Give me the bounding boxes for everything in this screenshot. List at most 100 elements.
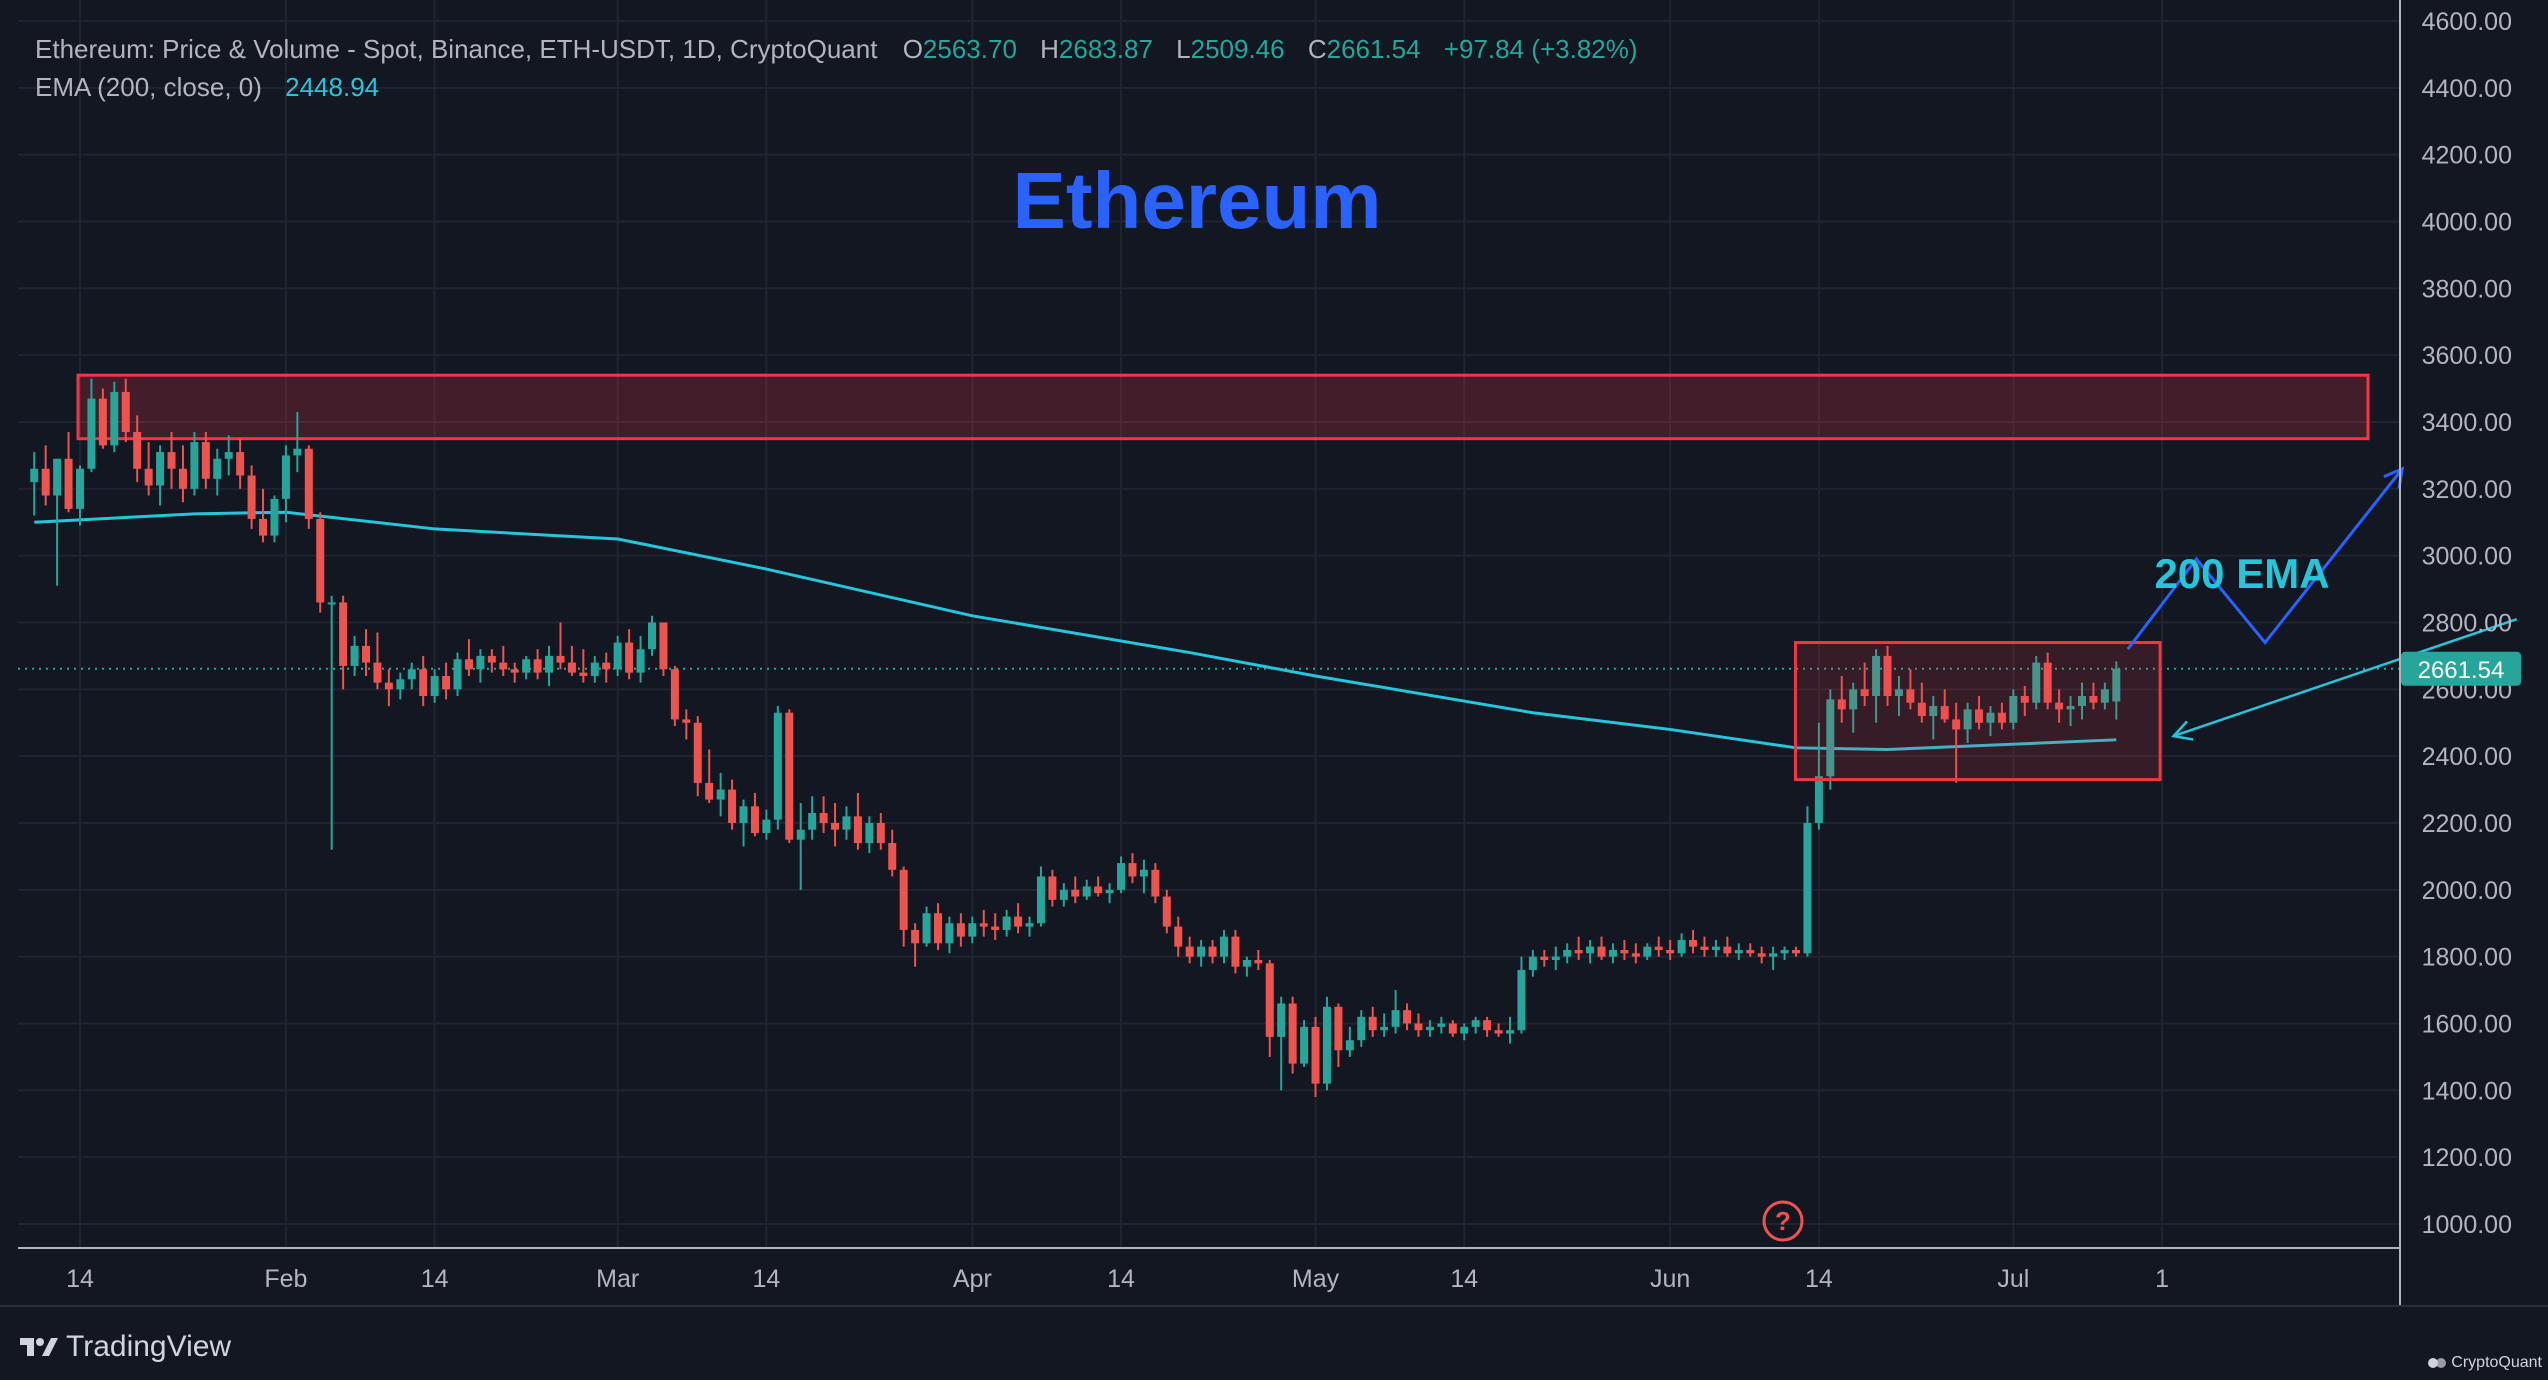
candle-up [1117, 856, 1126, 894]
y-tick-label: 3400.00 [2422, 409, 2512, 437]
cryptoquant-logo-icon [2428, 1358, 2447, 1368]
candle-body [1139, 869, 1148, 877]
candle-down [1254, 949, 1263, 971]
projection-path [2126, 467, 2404, 651]
candle-up [590, 655, 599, 683]
legend-close-label: C [1307, 34, 1327, 64]
y-tick-label: 1600.00 [2422, 1011, 2512, 1039]
x-tick-label: Apr [953, 1265, 992, 1293]
candle-body [567, 662, 576, 673]
candle-down [1757, 946, 1766, 964]
candle-body [384, 682, 393, 690]
candle-body [1574, 949, 1583, 954]
zone-layer [18, 373, 2400, 670]
candle-up [396, 672, 405, 700]
candle-body [1059, 889, 1068, 900]
candle-down [1334, 1003, 1343, 1067]
candle-body [499, 662, 508, 670]
candle-down [1414, 1013, 1423, 1037]
y-tick-label: 2200.00 [2422, 810, 2512, 838]
current-price-label-text: 2661.54 [2418, 657, 2505, 684]
candle-body [2009, 696, 2018, 723]
candle-body [1494, 1030, 1503, 1034]
candle-body [1117, 863, 1126, 890]
candle-down [1723, 936, 1732, 957]
candle-body [1894, 689, 1903, 697]
ema-pointer-arrow [2173, 617, 2518, 738]
candle-down [750, 792, 759, 837]
y-tick-label: 3000.00 [2422, 543, 2512, 571]
candle-up [430, 669, 439, 703]
candle-up [968, 916, 977, 944]
grid-layer [18, 0, 2400, 1248]
candle-up [636, 635, 645, 683]
candle-down [1666, 939, 1675, 961]
candle-body [1300, 1026, 1309, 1064]
current-price-label-bg [2401, 651, 2521, 686]
candle-body [156, 452, 165, 486]
legend-low-label: L [1176, 34, 1191, 64]
candle-down [2055, 689, 2064, 723]
candle-down [1940, 689, 1949, 723]
candle-body [1014, 916, 1023, 927]
candle-up [407, 662, 416, 690]
candle-up [1517, 956, 1526, 1034]
candle-body [1425, 1026, 1434, 1031]
candle-body [1288, 1003, 1297, 1064]
candle-body [636, 649, 645, 673]
candle-body [1437, 1023, 1446, 1027]
candle-body [1208, 946, 1217, 957]
candle-body [1368, 1016, 1377, 1031]
candle-up [281, 445, 290, 523]
candle-body [522, 659, 531, 673]
candle-body [350, 645, 359, 666]
candle-up [1197, 939, 1206, 967]
candle-body [1917, 702, 1926, 717]
candle-body [1963, 709, 1972, 730]
candle-body [716, 789, 725, 800]
x-tick-label: 14 [1805, 1265, 1833, 1293]
candle-body [911, 929, 920, 944]
candle-up [1780, 946, 1789, 961]
candle-body [1883, 655, 1892, 697]
candle-up [2112, 661, 2121, 720]
candle-body [2066, 706, 2075, 710]
y-tick-label: 1800.00 [2422, 944, 2512, 972]
candle-body [1723, 946, 1732, 954]
candle-up [1563, 943, 1572, 964]
candle-up [53, 458, 62, 586]
legend-open-label: O [902, 34, 923, 64]
candle-body [224, 452, 233, 459]
x-tick-label: Mar [596, 1265, 639, 1293]
candle-body [53, 458, 62, 496]
candle-body [1997, 712, 2006, 723]
candle-body [899, 869, 908, 930]
candle-body [842, 816, 851, 830]
candle-down [579, 649, 588, 683]
legend-high-value: 2683.87 [1058, 34, 1153, 64]
candle-up [1506, 1016, 1514, 1044]
candle-body [1082, 886, 1091, 897]
candle-body [1872, 655, 1881, 697]
ema-pointer-arrowhead [2171, 720, 2194, 741]
candle-down [1654, 936, 1663, 957]
legend-ema-label: EMA (200, close, 0) [35, 72, 262, 102]
x-tick-label: May [1292, 1265, 1340, 1293]
candle-down [1208, 939, 1217, 964]
candle-down [1265, 960, 1274, 1057]
tradingview-logo[interactable]: TradingView [18, 1330, 231, 1364]
candle-up [1139, 859, 1148, 894]
candle-down [1185, 936, 1194, 964]
x-tick-label: 14 [752, 1265, 780, 1293]
candle-down [1837, 675, 1846, 723]
candle-up [1769, 946, 1778, 971]
candle-down [1952, 702, 1961, 783]
candle-down [1403, 1003, 1412, 1031]
candle-body [1357, 1016, 1366, 1041]
candle-body [236, 452, 245, 476]
x-tick-label: 14 [421, 1265, 449, 1293]
candle-body [670, 669, 679, 720]
candle-down [693, 716, 702, 797]
